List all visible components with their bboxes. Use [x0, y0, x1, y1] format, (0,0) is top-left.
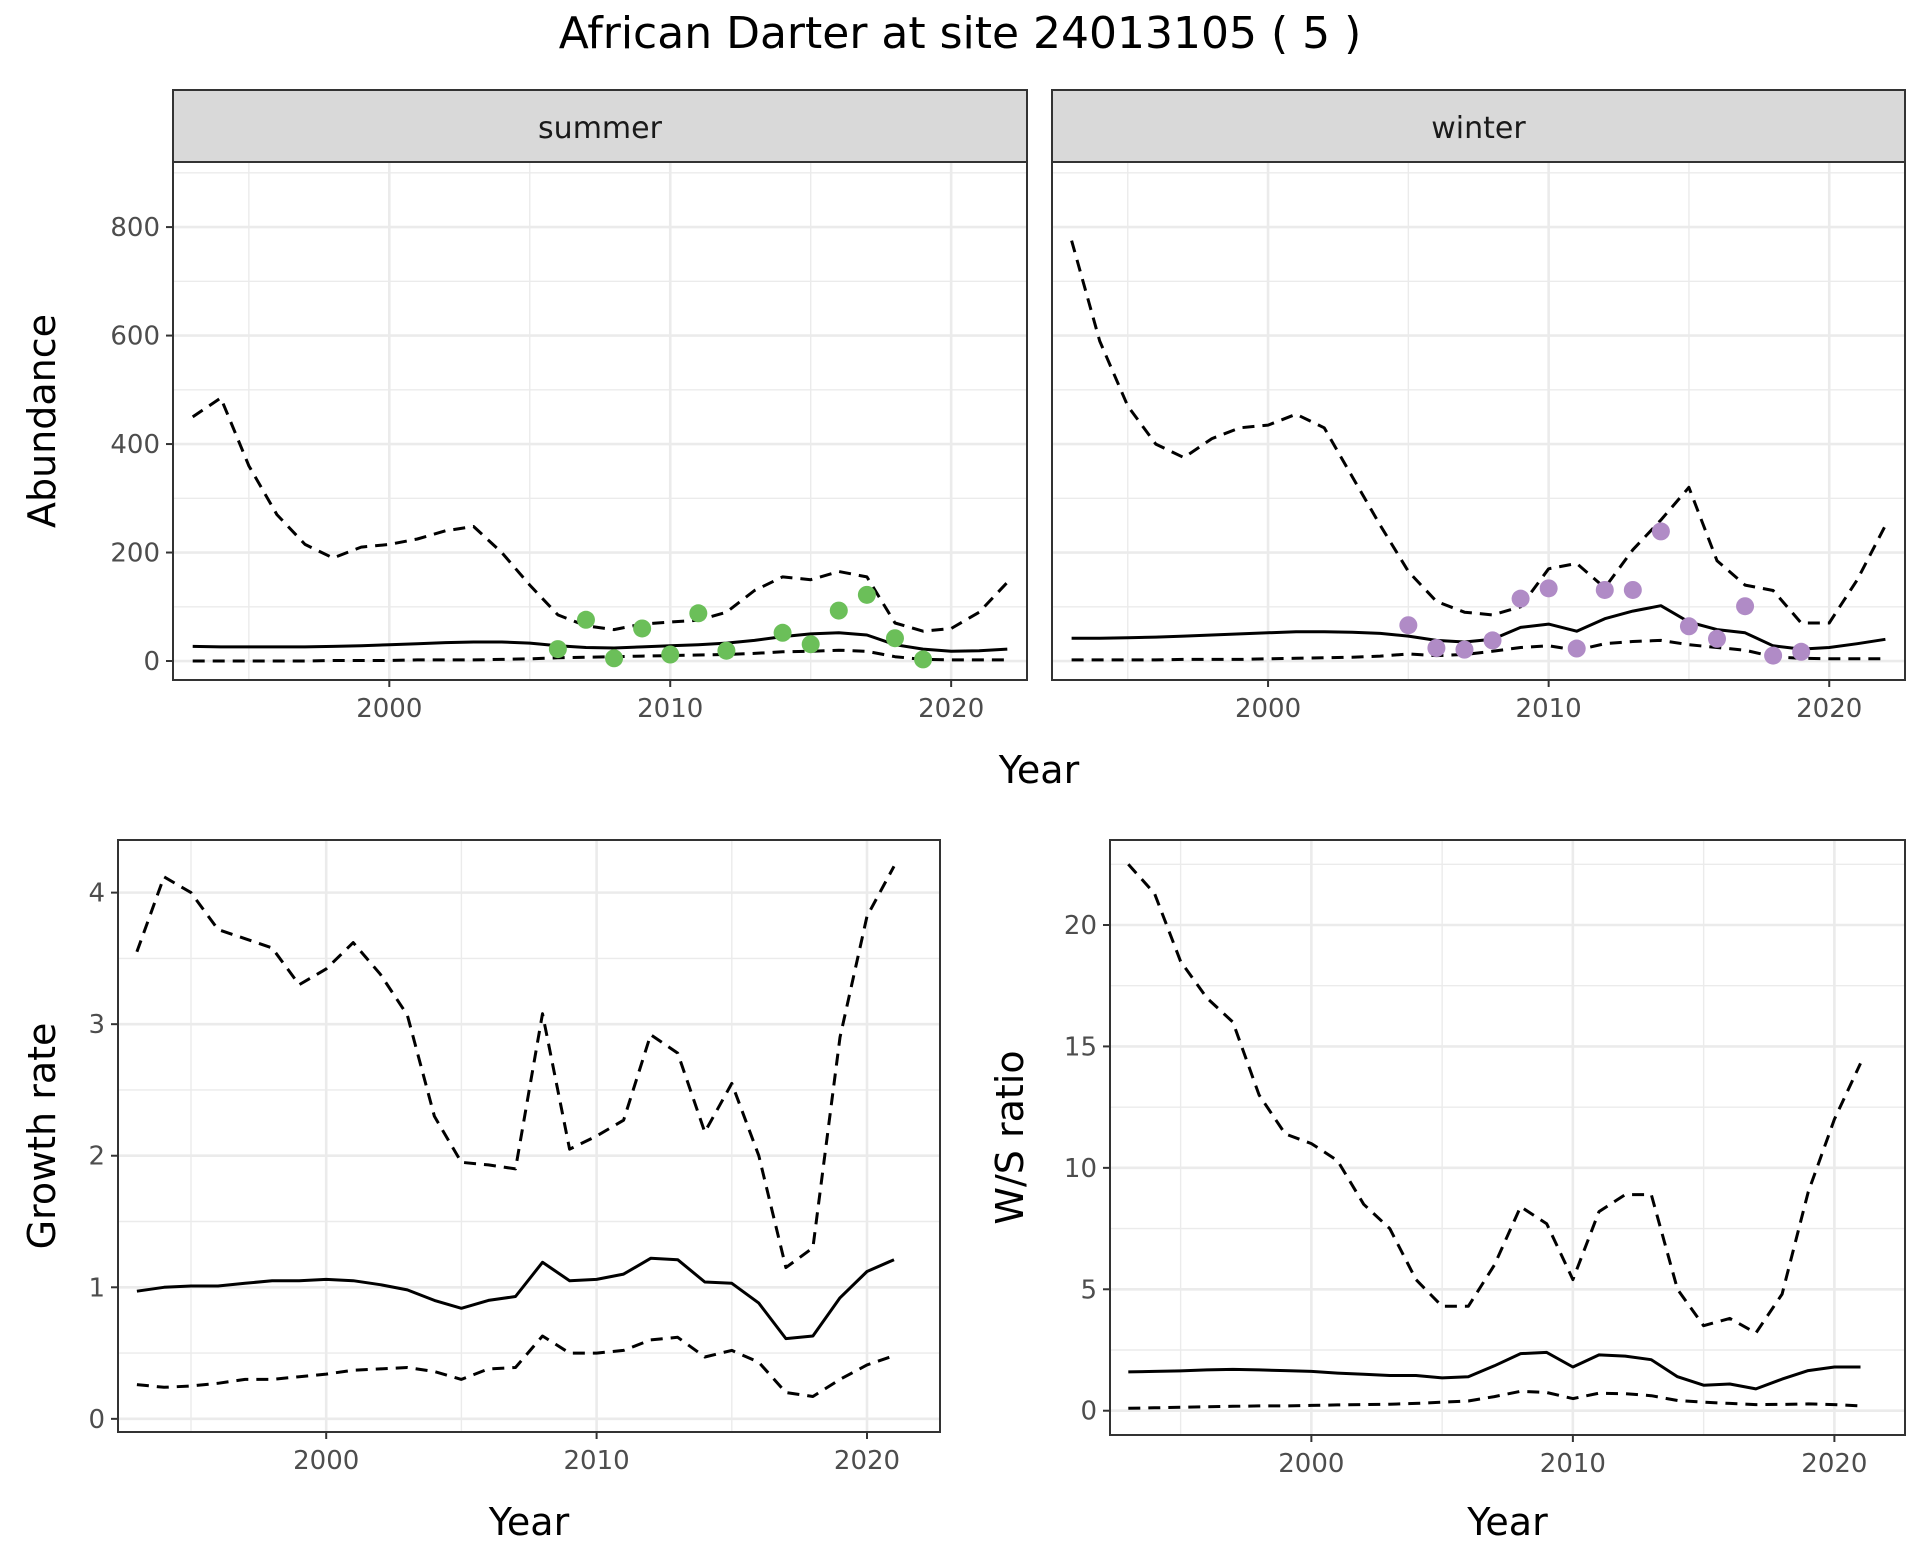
x-tick-label: 2000	[1278, 1449, 1344, 1479]
data-point	[633, 619, 652, 638]
facet-strip	[1051, 89, 1906, 163]
data-point	[1455, 640, 1474, 659]
plot-area	[1052, 162, 1905, 680]
data-point	[1539, 579, 1558, 598]
series-line-dashed	[192, 648, 1008, 663]
y-axis-title: W/S ratio	[988, 1050, 1032, 1224]
plot-area	[118, 840, 940, 1432]
series-line-dashed	[1070, 240, 1887, 625]
x-tick-label: 2000	[293, 1446, 359, 1476]
series-line-dashed	[136, 1334, 895, 1398]
y-tick-label: 0	[88, 1405, 105, 1435]
x-tick-label: 2020	[834, 1446, 900, 1476]
data-point	[829, 601, 848, 620]
data-point	[885, 629, 904, 648]
data-point	[1511, 589, 1530, 608]
chart-title: African Darter at site 24013105 ( 5 )	[559, 8, 1362, 59]
series-line-dashed	[1128, 1389, 1861, 1410]
x-axis-title-facets: Year	[998, 748, 1080, 792]
data-point	[605, 649, 624, 668]
y-tick-label: 10	[1064, 1154, 1097, 1184]
y-tick-label: 800	[110, 213, 160, 243]
y-tick-label: 200	[110, 539, 160, 569]
x-axis-title: Year	[488, 1500, 570, 1544]
x-tick-label: 2010	[637, 694, 703, 724]
series-line-solid	[136, 1256, 895, 1341]
y-tick-label: 3	[88, 1010, 105, 1040]
x-tick-label: 2000	[1235, 694, 1301, 724]
x-tick-label: 2020	[1801, 1449, 1867, 1479]
y-tick-label: 0	[1080, 1397, 1097, 1427]
y-tick-label: 400	[110, 430, 160, 460]
x-axis-title: Year	[1466, 1500, 1548, 1544]
data-point	[1651, 522, 1670, 541]
x-tick-label: 2020	[918, 694, 984, 724]
y-axis-title: Abundance	[20, 314, 64, 528]
y-tick-label: 600	[110, 322, 160, 352]
panel-border	[1109, 839, 1906, 1436]
data-point	[1623, 580, 1642, 599]
data-point	[773, 623, 792, 642]
data-point	[1399, 616, 1418, 635]
panel-border	[117, 839, 941, 1433]
series-line-dashed	[1127, 863, 1862, 1335]
y-tick-label: 1	[88, 1273, 105, 1303]
data-point	[914, 650, 933, 669]
facet-strip-label: summer	[538, 111, 663, 146]
data-point	[1736, 597, 1755, 616]
x-tick-label: 2020	[1796, 694, 1862, 724]
x-tick-label: 2000	[356, 694, 422, 724]
data-point	[1595, 580, 1614, 599]
series-line-dashed	[191, 396, 1009, 633]
panel-growth: 2000 2010 2020 0 1 2 3 4 Growth rate Year	[20, 839, 941, 1544]
data-point	[689, 604, 708, 623]
series-line-dashed	[135, 865, 896, 1270]
x-tick-label: 2010	[564, 1446, 630, 1476]
facet-strip	[172, 89, 1028, 163]
y-tick-label: 20	[1064, 911, 1097, 941]
facet-strip-label: winter	[1431, 111, 1526, 146]
data-point	[1708, 629, 1727, 648]
panel-winter: winter 2000 2010 2020	[1051, 89, 1906, 724]
y-tick-label: 4	[88, 879, 105, 909]
data-point	[1792, 642, 1811, 661]
data-point	[661, 645, 680, 664]
series-line-solid	[1128, 1350, 1861, 1391]
x-tick-label: 2010	[1516, 694, 1582, 724]
data-point	[548, 640, 567, 659]
data-point	[576, 610, 595, 629]
y-tick-label: 5	[1080, 1275, 1097, 1305]
y-tick-label: 2	[88, 1142, 105, 1172]
data-point	[857, 585, 876, 604]
data-point	[1764, 646, 1783, 665]
data-point	[717, 641, 736, 660]
plot-area	[1110, 840, 1905, 1435]
panel-ws_ratio: 2000 2010 2020 0 5 10 15 20 W/S ratio Year	[988, 839, 1906, 1544]
data-point	[1679, 617, 1698, 636]
plot-area	[173, 162, 1027, 680]
y-tick-label: 15	[1064, 1032, 1097, 1062]
x-tick-label: 2010	[1540, 1449, 1606, 1479]
series-line-solid	[1071, 604, 1886, 651]
data-point	[1427, 638, 1446, 657]
y-tick-label: 0	[143, 647, 160, 677]
data-point	[1567, 639, 1586, 658]
data-point	[801, 635, 820, 654]
series-line-solid	[192, 631, 1008, 653]
panel-summer: summer 2000 2010 2020 0 200 400 600 800 Abundance	[20, 89, 1028, 724]
series-line-dashed	[1071, 638, 1886, 662]
y-axis-title: Growth rate	[20, 1023, 64, 1250]
data-point	[1483, 631, 1502, 650]
